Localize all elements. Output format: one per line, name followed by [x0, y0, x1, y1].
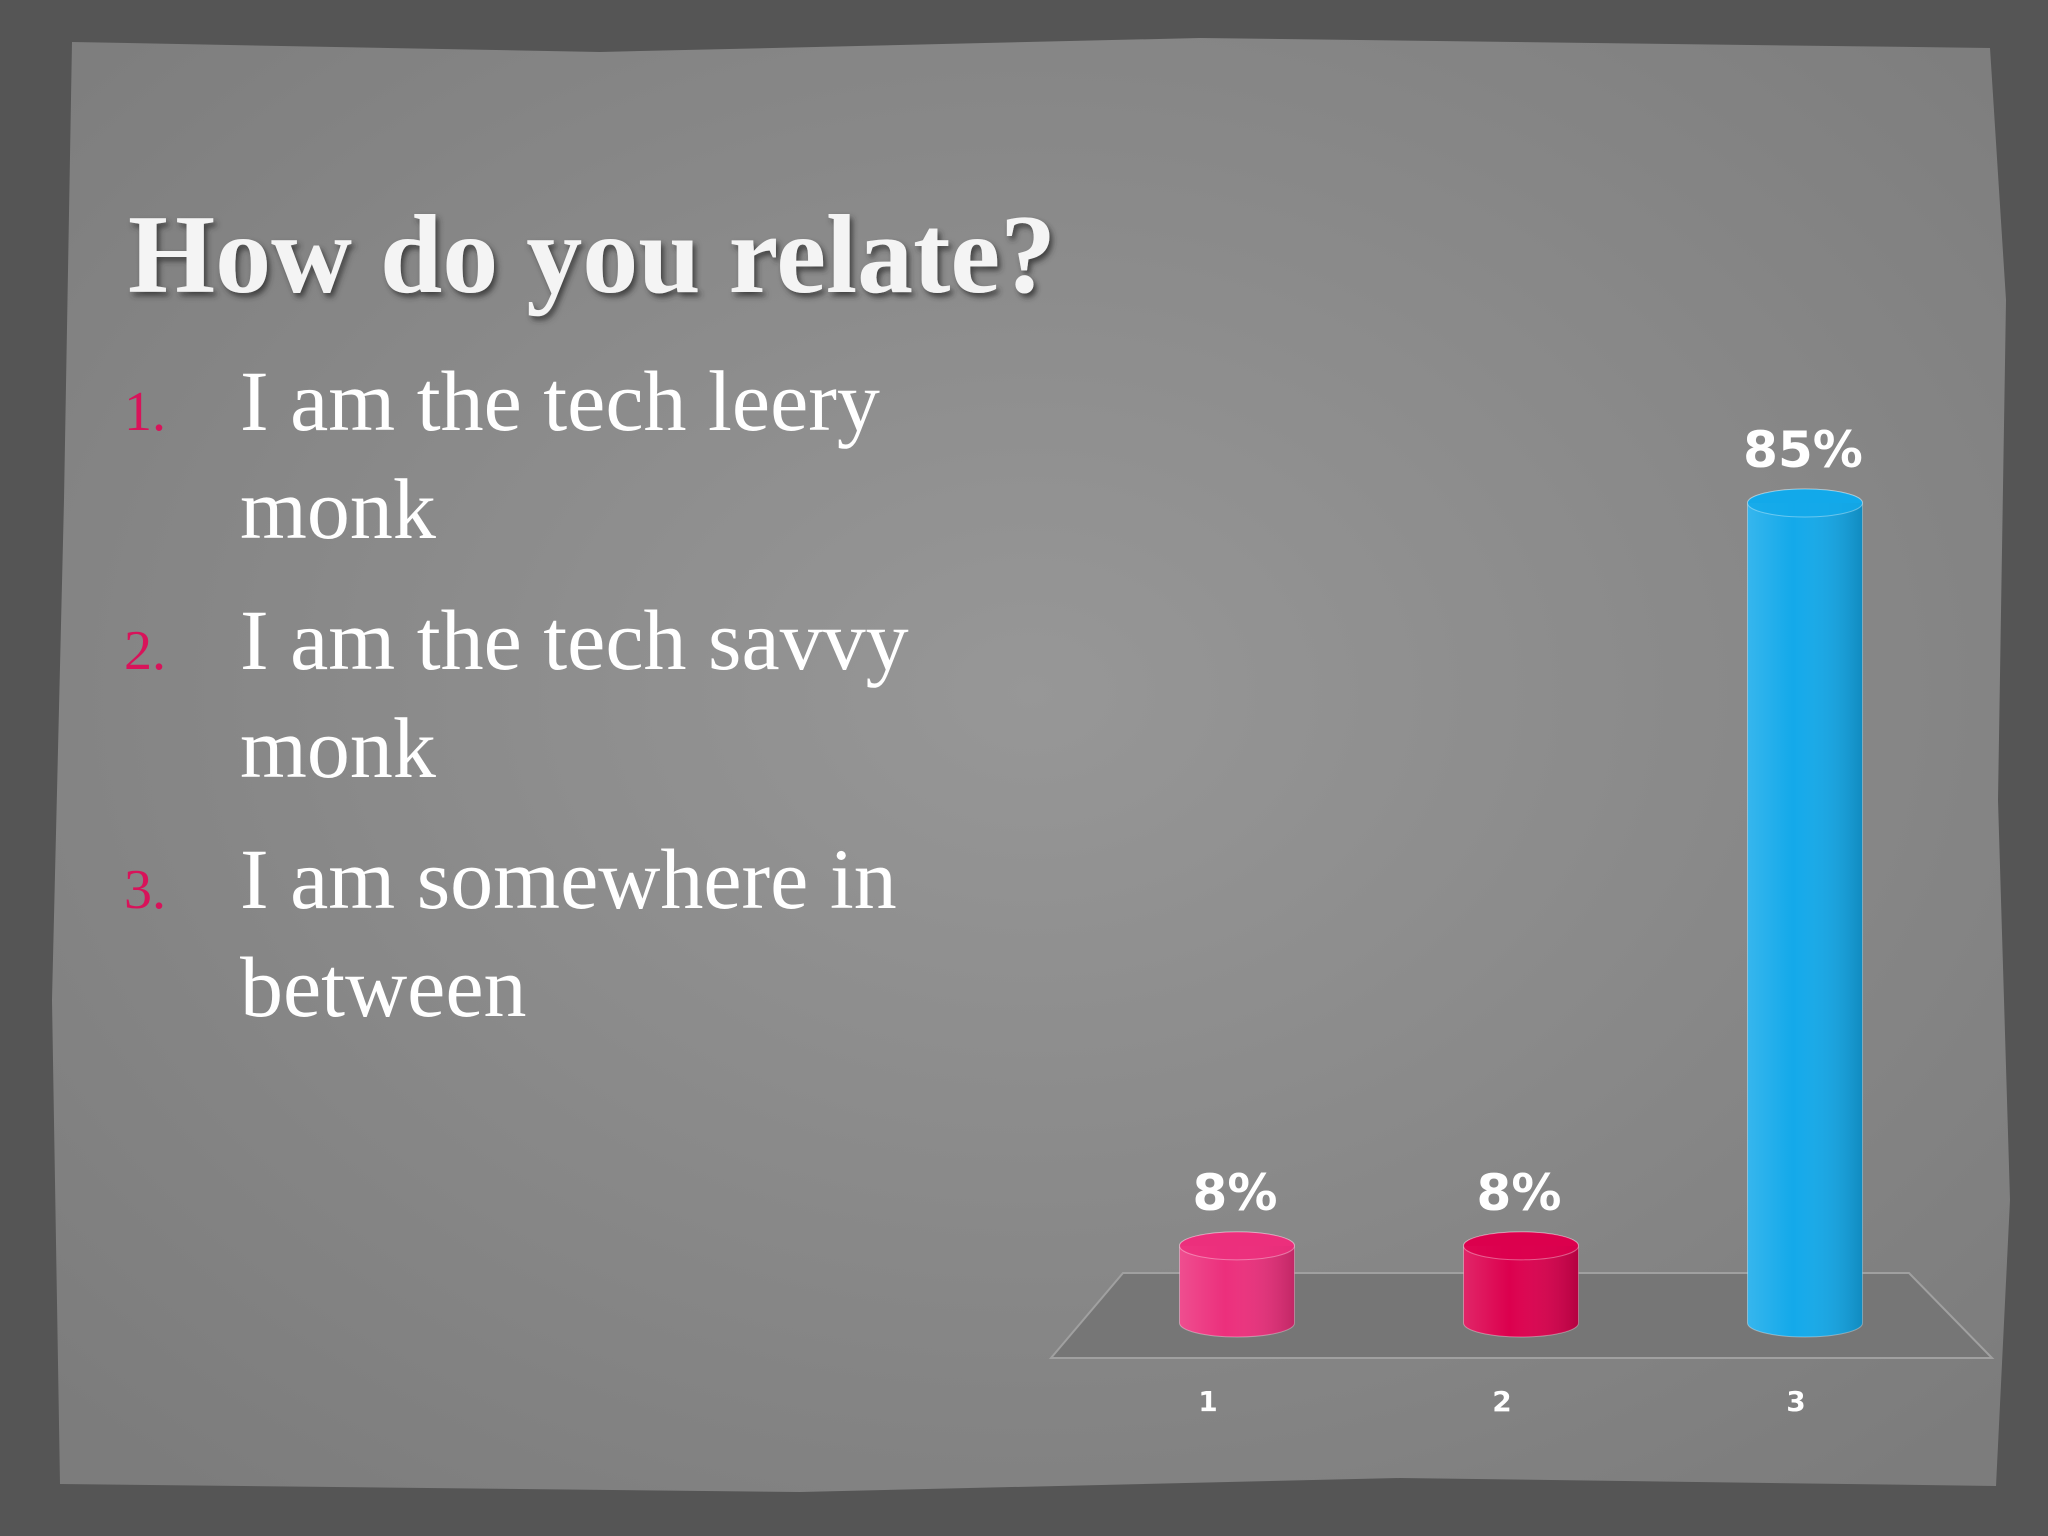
list-item: I am the tech savvy monk [240, 592, 909, 796]
value-label: 85% [1743, 421, 1863, 479]
bar-shade [1747, 503, 1863, 1338]
x-tick-label: 1 [1198, 1385, 1217, 1418]
bar-cap [1747, 488, 1863, 518]
list-item: I am the tech leery monk [240, 353, 880, 557]
bar-cap [1463, 1231, 1579, 1261]
x-tick-label: 3 [1786, 1385, 1805, 1418]
bar-shade [1463, 1245, 1579, 1338]
value-label: 8% [1477, 1164, 1562, 1222]
list-number: 3. [124, 859, 166, 921]
list-number: 2. [124, 620, 166, 682]
chart: 8% 1 8% 2 85% 3 [1179, 421, 1863, 1418]
list-number: 1. [124, 381, 166, 443]
x-tick-label: 2 [1492, 1385, 1511, 1418]
list-item: I am somewhere in between [240, 831, 897, 1035]
list: 1. I am the tech leery monk 2. I am the tech… [124, 353, 909, 1035]
bar-shade [1179, 1245, 1295, 1338]
bar-cap [1179, 1231, 1295, 1261]
paper [52, 38, 2010, 1492]
slide-title: How do you relate? [128, 193, 1056, 317]
value-label: 8% [1193, 1164, 1278, 1222]
